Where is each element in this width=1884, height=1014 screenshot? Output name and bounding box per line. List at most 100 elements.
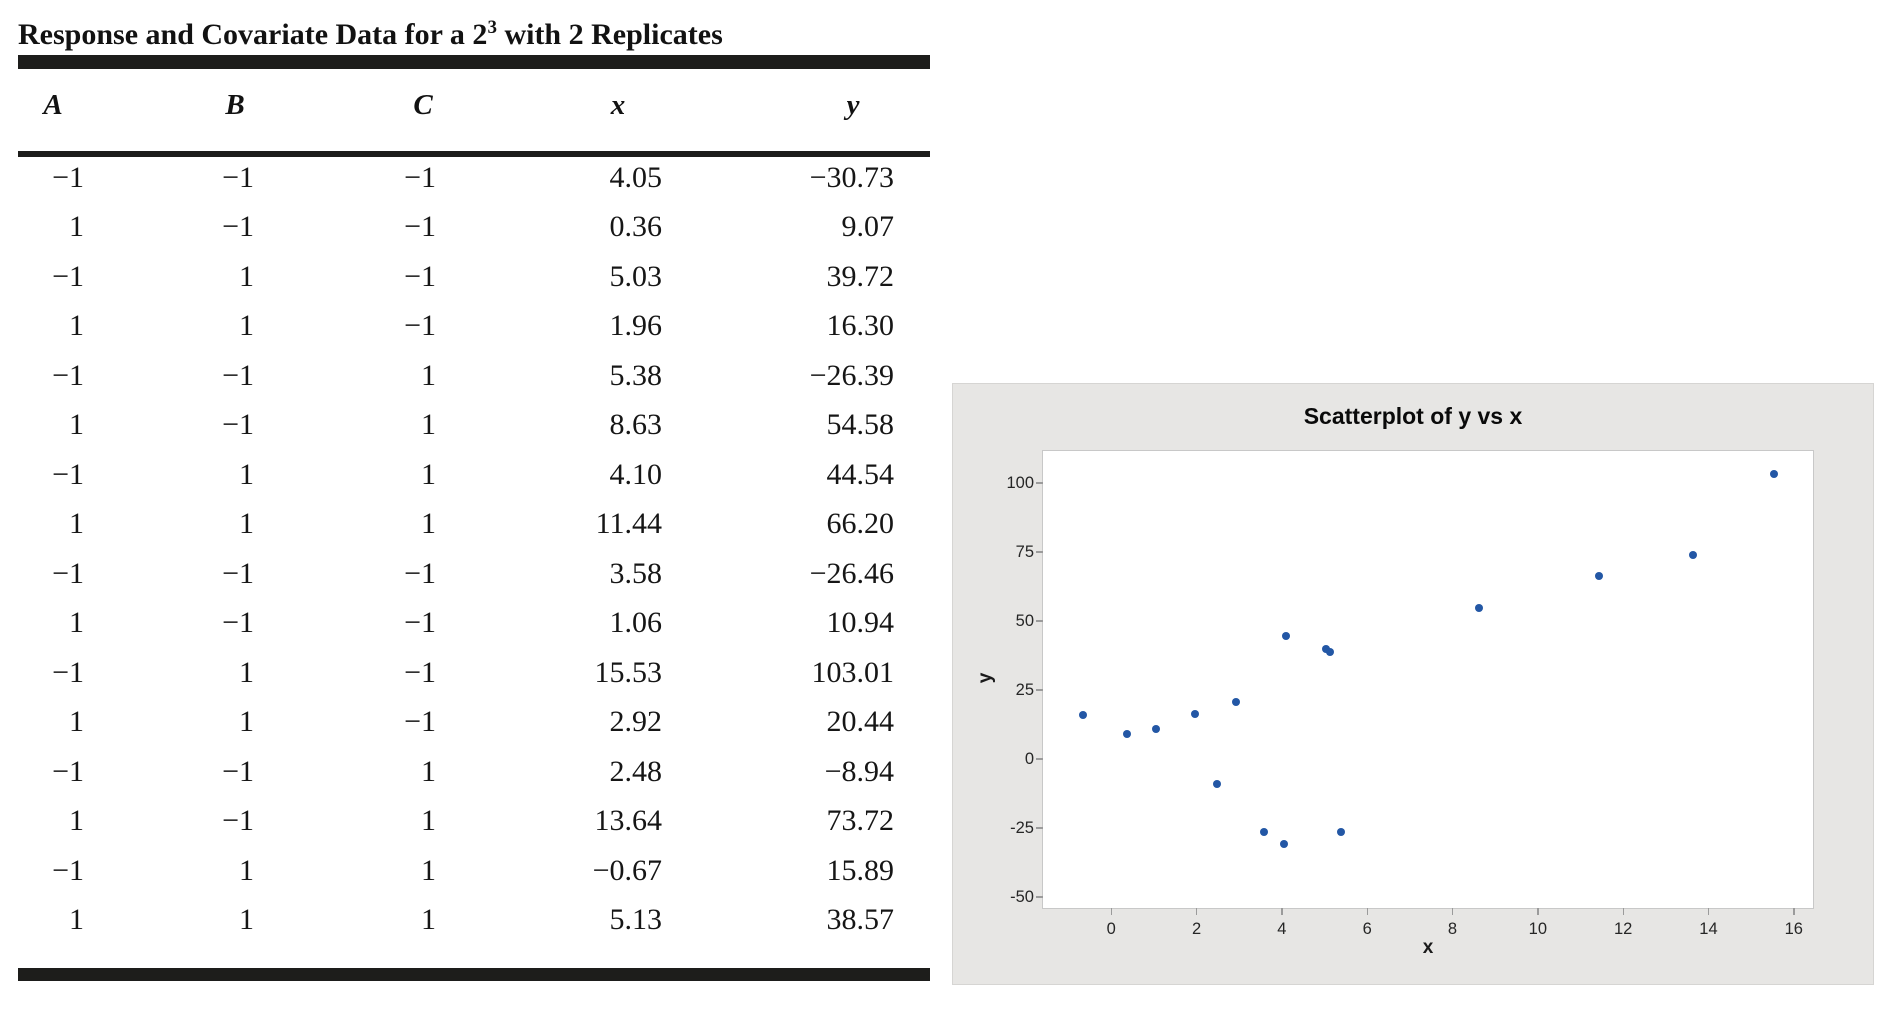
table-cell: 1 — [421, 457, 436, 491]
x-tick-mark — [1110, 908, 1113, 915]
data-point — [1152, 724, 1161, 733]
data-point — [1280, 839, 1289, 848]
x-tick-mark — [1281, 908, 1283, 915]
table-cell: 1 — [421, 754, 436, 788]
table-cell: 4.10 — [609, 457, 663, 491]
table-cell: 5.13 — [609, 903, 663, 937]
table-cell: −1 — [52, 853, 84, 887]
table-cell: −1 — [52, 754, 84, 788]
table-cell: −1 — [222, 754, 254, 788]
y-tick-label: 100 — [1006, 473, 1034, 492]
table-cell: 1 — [69, 705, 84, 739]
table-cell: 0.36 — [609, 210, 663, 244]
table-cell: 1 — [69, 507, 84, 541]
table-cell: −1 — [222, 210, 254, 244]
table-cell: −1 — [52, 259, 84, 293]
y-tick-mark — [1036, 827, 1043, 829]
table-cell: 4.05 — [609, 160, 663, 194]
table-row: 1 1 −1 1.96 16.30 — [18, 301, 894, 351]
table-cell: 10.94 — [826, 606, 895, 640]
y-tick-label: 75 — [1015, 542, 1034, 561]
table-cell: 1 — [239, 507, 254, 541]
table-cell: −1 — [222, 408, 254, 442]
table-row: −1 1 1 −0.67 15.89 — [18, 846, 894, 896]
table-cell: −1 — [404, 259, 436, 293]
table-cell: 1 — [69, 804, 84, 838]
data-point — [1475, 604, 1484, 613]
table-cell: 1 — [421, 903, 436, 937]
table-title-exponent: 3 — [487, 17, 497, 38]
y-tick-mark — [1036, 896, 1043, 898]
x-tick-label: 0 — [1106, 920, 1116, 938]
x-tick-label: 4 — [1277, 920, 1287, 938]
table-cell: 2.92 — [609, 705, 663, 739]
x-tick-mark — [1793, 908, 1795, 915]
table-cell: −1 — [222, 804, 254, 838]
table-title-suffix: with 2 Replicates — [496, 18, 723, 51]
table-cell: −1 — [52, 556, 84, 590]
table-row: 1 1 −1 2.92 20.44 — [18, 697, 894, 747]
table-cell: 20.44 — [826, 705, 895, 739]
table-cell: −1 — [404, 606, 436, 640]
table-cell: 103.01 — [811, 655, 895, 689]
table-cell: 1 — [69, 606, 84, 640]
table-cell: 1 — [421, 507, 436, 541]
data-point — [1213, 779, 1222, 788]
x-tick-label: 12 — [1613, 920, 1633, 938]
table-top-rule — [18, 55, 930, 69]
table-cell: −1 — [404, 556, 436, 590]
data-point — [1231, 698, 1240, 707]
table-body: −1 −1 −1 4.05 −30.73 1 −1 −1 0.36 9.07 −1 1 −1 5.03 39… — [18, 153, 894, 945]
table-cell: 15.53 — [594, 655, 663, 689]
table-cell: −1 — [404, 210, 436, 244]
table-cell: 73.72 — [826, 804, 895, 838]
table-row: 1 −1 −1 1.06 10.94 — [18, 598, 894, 648]
table-row: −1 −1 1 2.48 −8.94 — [18, 747, 894, 797]
table-cell: 16.30 — [826, 309, 895, 343]
data-point — [1689, 551, 1698, 560]
x-tick-mark — [1622, 908, 1624, 915]
table-cell: 15.89 — [826, 853, 895, 887]
chart-title: Scatterplot of y vs x — [1303, 403, 1523, 429]
table-row: 1 1 1 5.13 38.57 — [18, 895, 894, 945]
data-point — [1078, 711, 1087, 719]
data-point — [1769, 470, 1778, 479]
table-cell: 38.57 — [826, 903, 895, 937]
table-cell: 1 — [69, 210, 84, 244]
table-row: −1 1 1 4.10 44.54 — [18, 450, 894, 500]
x-tick-label: 2 — [1191, 920, 1202, 938]
table-cell: −1 — [52, 457, 84, 491]
table-cell: 44.54 — [826, 457, 895, 491]
y-tick-label: 25 — [1015, 680, 1034, 699]
x-tick-label: 8 — [1447, 920, 1458, 938]
data-point — [1326, 648, 1335, 657]
column-header-B: B — [225, 89, 245, 121]
table-row: 1 −1 1 8.63 54.58 — [18, 400, 894, 450]
table-cell: −1 — [222, 160, 254, 194]
x-tick-mark — [1707, 908, 1710, 915]
table-cell: 1 — [69, 903, 84, 937]
x-tick-label: 14 — [1699, 920, 1718, 938]
table-cell: −1 — [404, 160, 436, 194]
table-cell: 1 — [239, 853, 254, 887]
table-cell: 1 — [239, 457, 254, 491]
table-row: 1 −1 −1 0.36 9.07 — [18, 202, 894, 252]
table-cell: 1.96 — [609, 309, 663, 343]
table-cell: 1 — [239, 309, 254, 343]
table-cell: 1 — [239, 259, 254, 293]
table-cell: 1 — [421, 853, 436, 887]
table-cell: −1 — [404, 309, 436, 343]
table-cell: −1 — [52, 358, 84, 392]
scatterplot-panel: Scatterplot of y vs x x y 0 2 4 6 8 10 12 14 16 1… — [952, 383, 1874, 985]
table-cell: 1 — [239, 705, 254, 739]
table-cell: 1 — [421, 408, 436, 442]
data-point — [1122, 729, 1131, 738]
table-title-prefix: Response and Covariate Data for a 2 — [18, 18, 488, 51]
table-row: −1 1 −1 5.03 39.72 — [18, 252, 894, 302]
column-header-A: A — [43, 89, 63, 121]
table-row: −1 −1 1 5.38 −26.39 — [18, 351, 894, 401]
data-point — [1595, 572, 1604, 581]
table-cell: −1 — [404, 705, 436, 739]
table-cell: 1 — [421, 804, 436, 838]
